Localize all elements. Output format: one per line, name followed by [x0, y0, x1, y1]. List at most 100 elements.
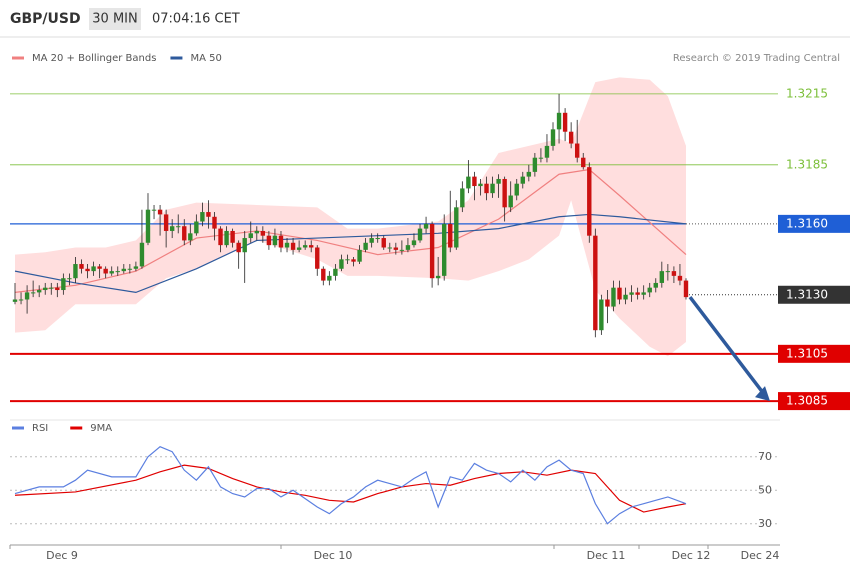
candle-body [375, 238, 380, 240]
level-label: 1.3215 [786, 86, 828, 100]
candle-body [254, 230, 260, 234]
candle-body [629, 292, 634, 295]
candle-body [508, 195, 513, 208]
level-box [778, 285, 850, 304]
rsi-tick-label: 70 [758, 450, 772, 463]
candle-body [417, 228, 423, 241]
candle-body [611, 287, 616, 307]
candle-body [460, 188, 465, 208]
candle-body [296, 247, 302, 250]
candle-body [12, 299, 18, 302]
candle-body [79, 264, 84, 269]
candle-body [538, 157, 544, 159]
rsi-tick-label: 50 [758, 483, 772, 496]
candle-body [24, 292, 30, 300]
candle-body [357, 249, 362, 262]
candle-body [327, 275, 332, 281]
candle-body [683, 280, 689, 298]
candle-body [405, 245, 411, 250]
candle-body [345, 259, 350, 261]
candle-body [387, 247, 392, 249]
candle-body [544, 145, 550, 158]
candle-body [36, 290, 42, 293]
projection-arrow [688, 296, 766, 396]
candle-body [478, 183, 483, 187]
candle-body [182, 226, 187, 241]
candle-body [61, 278, 66, 291]
level-label: 1.3185 [786, 157, 828, 171]
candle-body [423, 223, 429, 229]
candle-body [659, 271, 665, 283]
candle-body [653, 282, 658, 288]
candle-body [339, 259, 344, 269]
candle-body [665, 271, 671, 273]
candle-body [448, 223, 453, 248]
candle-body [224, 230, 229, 246]
candle-body [490, 183, 495, 194]
candle-body [55, 287, 60, 291]
candle-body [435, 275, 441, 279]
candle-body [121, 268, 127, 272]
candle-body [623, 294, 628, 300]
level-box [778, 214, 850, 233]
time: 07:04:16 CET [152, 12, 240, 27]
candle-body [278, 235, 284, 248]
arrow-head [755, 386, 770, 402]
candle-body [568, 131, 574, 144]
candle-body [309, 245, 314, 248]
candle-body [91, 266, 96, 272]
x-tick-label: Dec 9 [46, 549, 78, 562]
legend-label: MA 50 [190, 53, 221, 64]
candle-body [133, 266, 139, 269]
copyright: Research © 2019 Trading Central [673, 53, 840, 64]
rsi-tick-label: 30 [758, 517, 772, 530]
candle-body [176, 226, 181, 228]
x-tick-label: Dec 12 [672, 549, 711, 562]
candle-body [67, 278, 72, 280]
candle-body [484, 183, 489, 194]
candle-body [550, 129, 556, 146]
candle-body [526, 171, 532, 177]
candle-body [581, 157, 586, 168]
candle-body [641, 292, 646, 295]
candle-body [351, 259, 356, 262]
candle-body [441, 223, 447, 276]
candle-body [49, 287, 54, 289]
x-tick-label: Dec 10 [314, 549, 353, 562]
indicator-line [14, 446, 687, 525]
candle-body [139, 242, 145, 267]
candle-body [315, 247, 320, 269]
candle-body [605, 299, 610, 307]
level-label: 1.3085 [786, 394, 828, 408]
candle-body [266, 235, 272, 246]
timeframe: 30 MIN [92, 12, 137, 27]
candle-body [284, 242, 290, 248]
candle-body [43, 287, 48, 291]
candle-body [157, 209, 163, 215]
candle-body [18, 299, 24, 301]
level-label: 1.3160 [786, 216, 828, 230]
candle-body [127, 268, 133, 270]
candle-body [454, 207, 459, 248]
x-tick-label: Dec 11 [587, 549, 626, 562]
legend-label: 9MA [90, 423, 112, 434]
candle-body [520, 176, 525, 184]
candle-body [97, 266, 102, 269]
candle-body [593, 235, 598, 331]
candle-body [532, 157, 538, 172]
candle-body [169, 226, 175, 231]
candle-body [30, 292, 36, 294]
legend-label: RSI [32, 423, 48, 434]
candle-body [399, 249, 405, 251]
candle-body [647, 287, 652, 293]
candle-body [429, 223, 435, 279]
candle-body [574, 143, 580, 158]
candle-body [635, 292, 640, 295]
candle-body [466, 176, 471, 189]
candle-body [363, 242, 368, 250]
candle-body [671, 271, 677, 276]
x-tick-label: Dec 24 [741, 549, 780, 562]
candle-body [194, 221, 199, 234]
candle-body [587, 167, 592, 236]
